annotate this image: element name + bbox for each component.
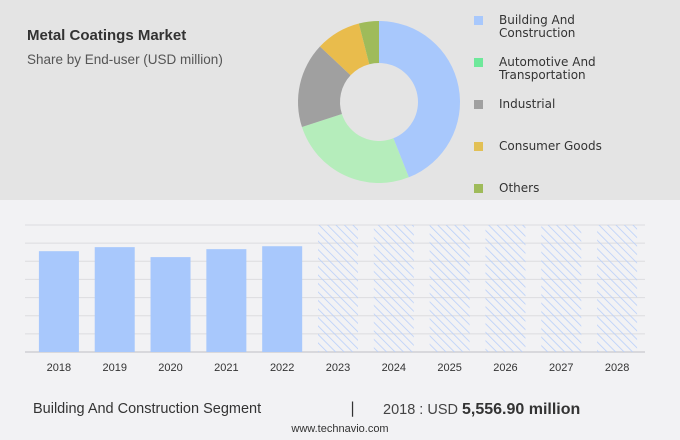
footer-year: 2018 : USD bbox=[383, 402, 458, 418]
forecast-bar bbox=[318, 225, 358, 352]
donut-slice bbox=[358, 21, 379, 65]
footer-separator: | bbox=[350, 399, 356, 417]
legend-item: Automotive And Transportation bbox=[474, 56, 619, 82]
chart-title: Metal Coatings Market bbox=[27, 27, 187, 44]
x-tick-label: 2020 bbox=[158, 362, 182, 374]
bar bbox=[94, 247, 135, 352]
x-tick-label: 2022 bbox=[270, 362, 294, 374]
x-tick-label: 2027 bbox=[549, 362, 573, 374]
legend-label: Others bbox=[499, 181, 540, 195]
bar bbox=[206, 249, 247, 352]
legend-label: Consumer Goods bbox=[499, 139, 602, 153]
legend-item: Industrial bbox=[474, 98, 619, 111]
legend-item: Building And Construction bbox=[474, 14, 619, 40]
x-tick-label: 2018 bbox=[47, 362, 71, 374]
legend-item: Others bbox=[474, 182, 619, 195]
legend-swatch bbox=[474, 184, 483, 193]
footer-segment: Building And Construction Segment bbox=[33, 401, 262, 417]
x-tick-label: 2019 bbox=[102, 362, 126, 374]
legend-swatch bbox=[474, 58, 483, 67]
forecast-bar bbox=[429, 225, 470, 352]
forecast-bar bbox=[597, 225, 638, 352]
donut-slice bbox=[379, 21, 460, 178]
website: www.technavio.com bbox=[291, 423, 389, 435]
donut-slice bbox=[319, 23, 370, 76]
legend-swatch bbox=[474, 16, 483, 25]
legend-item: Consumer Goods bbox=[474, 140, 619, 153]
footer-value: 2018 : USD 5,556.90 million bbox=[383, 401, 580, 419]
x-tick-label: 2025 bbox=[437, 362, 461, 374]
legend-swatch bbox=[474, 142, 483, 151]
forecast-bar bbox=[541, 225, 582, 352]
forecast-bar bbox=[373, 225, 414, 352]
x-tick-label: 2028 bbox=[605, 362, 629, 374]
footer-amount: 5,556.90 million bbox=[462, 401, 581, 418]
bar bbox=[150, 257, 191, 352]
chart-subtitle: Share by End-user (USD million) bbox=[27, 52, 223, 67]
donut-slice bbox=[301, 114, 409, 183]
legend-label: Industrial bbox=[499, 97, 556, 111]
x-tick-label: 2026 bbox=[493, 362, 517, 374]
donut-slice bbox=[297, 46, 351, 128]
bar bbox=[262, 246, 303, 352]
legend-label: Building And Construction bbox=[499, 13, 576, 40]
x-tick-label: 2024 bbox=[382, 362, 406, 374]
x-tick-label: 2023 bbox=[326, 362, 350, 374]
forecast-bar bbox=[485, 225, 526, 352]
bar bbox=[38, 251, 79, 352]
legend-label: Automotive And Transportation bbox=[499, 55, 596, 82]
x-tick-label: 2021 bbox=[214, 362, 238, 374]
legend-swatch bbox=[474, 100, 483, 109]
